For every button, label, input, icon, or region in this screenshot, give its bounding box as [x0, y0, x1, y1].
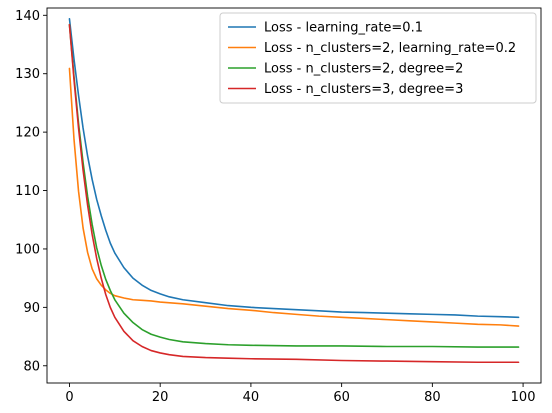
- legend-label: Loss - n_clusters=3, degree=3: [264, 82, 463, 97]
- x-tick-label: 80: [424, 390, 441, 405]
- axes-frame: [46, 7, 542, 384]
- y-tick-label: 130: [15, 67, 40, 82]
- x-tick-label: 60: [333, 390, 350, 405]
- y-axis: 80 90 100 110 120 130 140: [15, 9, 47, 374]
- legend-label: Loss - learning_rate=0.1: [264, 21, 423, 36]
- x-tick-label: 0: [65, 390, 73, 405]
- x-tick-label: 40: [243, 390, 260, 405]
- x-tick-label: 100: [511, 390, 536, 405]
- series-line-1: [68, 18, 520, 319]
- series-line-3: [68, 23, 520, 348]
- y-tick-label: 120: [15, 126, 40, 141]
- legend: Loss - learning_rate=0.1 Loss - n_cluster…: [219, 12, 537, 104]
- series-line-2: [68, 67, 520, 327]
- series-line-4: [68, 23, 520, 364]
- plot-area: [46, 7, 542, 384]
- x-tick-label: 20: [152, 390, 169, 405]
- x-axis: 0 20 40 60 80 100: [65, 383, 535, 405]
- y-tick-label: 80: [23, 359, 40, 374]
- legend-box: [219, 12, 537, 104]
- y-tick-label: 140: [15, 9, 40, 24]
- legend-label: Loss - n_clusters=2, learning_rate=0.2: [264, 41, 516, 56]
- y-tick-label: 110: [15, 184, 40, 199]
- legend-label: Loss - n_clusters=2, degree=2: [264, 62, 463, 77]
- y-tick-label: 90: [23, 301, 40, 316]
- y-tick-label: 100: [15, 242, 40, 257]
